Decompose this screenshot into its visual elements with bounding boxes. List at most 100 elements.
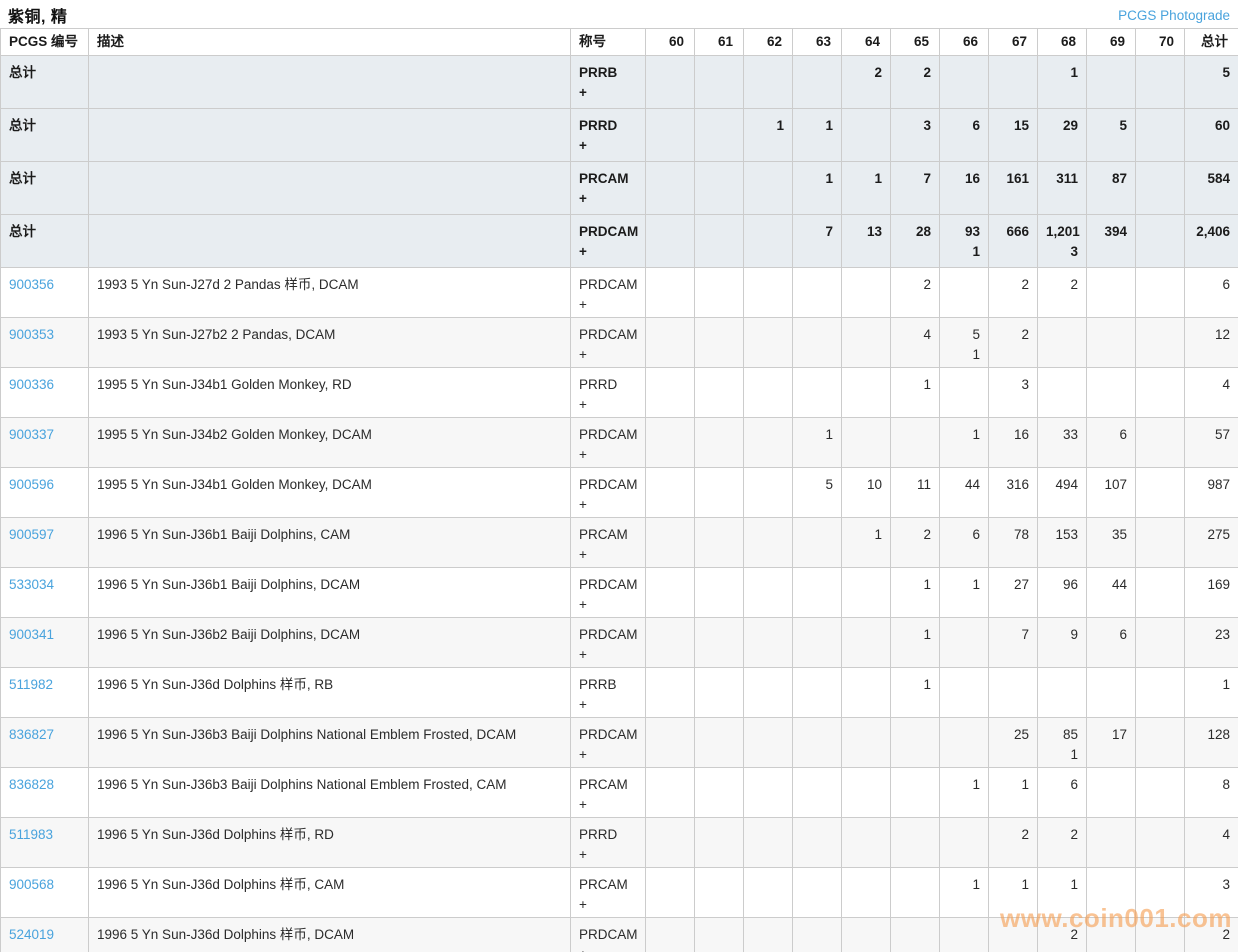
grade-60-cell — [645, 267, 695, 318]
grade-count — [801, 375, 833, 395]
grade-count — [703, 63, 735, 83]
grade-count: 2 — [923, 527, 931, 542]
grade-count — [703, 875, 735, 895]
grade-count — [654, 169, 686, 189]
designation-plus-label: + — [579, 945, 637, 952]
header-grade-64: 64 — [841, 28, 891, 56]
grade-count: 1 — [1021, 877, 1029, 892]
grade-61-cell — [694, 108, 744, 162]
pcgs-number-link[interactable]: 900336 — [9, 377, 55, 392]
pcgs-photograde-link[interactable]: PCGS Photograde — [1118, 7, 1230, 23]
header-grade-65: 65 — [890, 28, 940, 56]
pcgs-number-cell: 900597 — [0, 517, 89, 568]
grade-62-cell — [743, 917, 793, 952]
designation-label: PRCAM — [579, 171, 629, 186]
total-cell: 2 — [1184, 917, 1238, 952]
grade-61-cell — [694, 817, 744, 868]
pcgs-number-cell: 总计 — [0, 55, 89, 109]
grade-count — [703, 425, 735, 445]
grade-65-cell: 3 — [890, 108, 940, 162]
pcgs-number-link[interactable]: 836828 — [9, 777, 55, 792]
grade-60-cell — [645, 817, 695, 868]
grade-count — [752, 425, 784, 445]
grade-61-cell — [694, 317, 744, 368]
grade-count — [1144, 675, 1176, 695]
grade-count — [850, 575, 882, 595]
designation-label: PRRB — [579, 677, 617, 692]
pcgs-number-cell: 总计 — [0, 214, 89, 268]
pcgs-number-cell: 900341 — [0, 617, 89, 668]
total-cell: 23 — [1184, 617, 1238, 668]
grade-61-cell — [694, 55, 744, 109]
pcgs-number-link[interactable]: 900568 — [9, 877, 55, 892]
designation-cell: PRCAM + — [570, 517, 646, 568]
grade-64-cell — [841, 667, 891, 718]
grade-62-cell — [743, 817, 793, 868]
total-cell: 2,406 — [1184, 214, 1238, 268]
grade-count: 1 — [923, 577, 931, 592]
description-cell — [88, 161, 571, 215]
table-header-row: PCGS 编号 描述 称号 60 61 62 63 64 65 66 67 68 69 70 总计 — [0, 28, 1238, 56]
grade-count: 11 — [916, 477, 931, 492]
grade-count: 1 — [874, 171, 882, 186]
pcgs-number-link[interactable]: 900597 — [9, 527, 55, 542]
grade-69-cell: 107 — [1086, 467, 1136, 518]
designation-cell: PRRB + — [570, 55, 646, 109]
grade-69-cell: 6 — [1086, 617, 1136, 668]
pcgs-number-link[interactable]: 900356 — [9, 277, 55, 292]
grade-61-cell — [694, 267, 744, 318]
grade-70-cell — [1135, 108, 1185, 162]
grade-62-cell — [743, 567, 793, 618]
pcgs-number-link[interactable]: 533034 — [9, 577, 55, 592]
grade-64-cell — [841, 267, 891, 318]
total-cell: 169 — [1184, 567, 1238, 618]
grade-67-cell: 7 — [988, 617, 1038, 668]
grade-64-cell — [841, 867, 891, 918]
grade-62-cell — [743, 717, 793, 768]
pcgs-number-link[interactable]: 511983 — [9, 827, 54, 842]
grade-count: 494 — [1055, 477, 1078, 492]
grade-64-cell — [841, 917, 891, 952]
grade-count — [801, 875, 833, 895]
pcgs-number-link[interactable]: 836827 — [9, 727, 55, 742]
grade-66-cell: 1 — [939, 867, 989, 918]
grade-plus-count: 1 — [972, 347, 980, 362]
grade-63-cell — [792, 517, 842, 568]
designation-plus-label: + — [579, 447, 587, 462]
designation-plus-label: + — [579, 597, 587, 612]
description-cell — [88, 108, 571, 162]
grade-66-cell: 16 — [939, 161, 989, 215]
grade-68-cell: 1 — [1037, 867, 1087, 918]
grade-count: 316 — [1006, 477, 1029, 492]
grade-count — [752, 63, 784, 83]
grade-count: 25 — [1013, 727, 1029, 742]
grade-62-cell — [743, 617, 793, 668]
grade-count — [948, 675, 980, 695]
header-grade-62: 62 — [743, 28, 793, 56]
grade-63-cell: 1 — [792, 161, 842, 215]
grade-68-cell: 153 — [1037, 517, 1087, 568]
grade-68-cell: 33 — [1037, 417, 1087, 468]
grade-69-cell — [1086, 317, 1136, 368]
coin-row: 836827 1996 5 Yn Sun-J36b3 Baiji Dolphins… — [0, 717, 1238, 768]
grade-count: 153 — [1055, 527, 1078, 542]
grade-count: 1 — [972, 877, 980, 892]
pcgs-number-link[interactable]: 524019 — [9, 927, 55, 942]
grade-count — [801, 625, 833, 645]
pcgs-number-link[interactable]: 511982 — [9, 677, 54, 692]
designation-label: PRDCAM — [579, 327, 638, 342]
grade-count — [703, 575, 735, 595]
grade-count: 44 — [964, 477, 980, 492]
pcgs-number-link[interactable]: 900341 — [9, 627, 55, 642]
page-header: 紫铜, 精 PCGS Photograde — [0, 0, 1238, 28]
total-cell: 1 — [1184, 667, 1238, 718]
grade-count: 2 — [1021, 327, 1029, 342]
pcgs-number-link[interactable]: 900353 — [9, 327, 55, 342]
designation-label: PRCAM — [579, 527, 628, 542]
description-cell: 1996 5 Yn Sun-J36b3 Baiji Dolphins Natio… — [88, 767, 571, 818]
pcgs-number-link[interactable]: 900337 — [9, 427, 55, 442]
grade-60-cell — [645, 767, 695, 818]
pcgs-number-link[interactable]: 900596 — [9, 477, 55, 492]
grade-count — [1144, 925, 1176, 945]
total-cell: 3 — [1184, 867, 1238, 918]
